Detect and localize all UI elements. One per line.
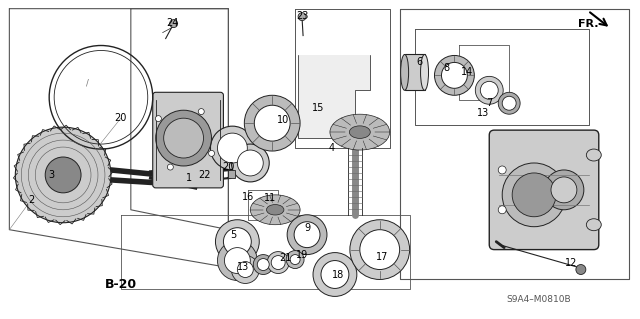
Text: 18: 18 (332, 271, 344, 280)
Circle shape (512, 173, 556, 217)
Circle shape (544, 170, 584, 210)
Circle shape (198, 108, 204, 115)
Circle shape (15, 127, 111, 223)
Text: 22: 22 (198, 170, 211, 180)
Ellipse shape (266, 204, 284, 215)
Ellipse shape (401, 55, 408, 90)
Text: 20: 20 (222, 162, 235, 172)
Circle shape (498, 92, 520, 114)
Circle shape (254, 105, 290, 141)
Text: 8: 8 (444, 63, 449, 73)
FancyBboxPatch shape (153, 92, 223, 188)
Text: 12: 12 (564, 257, 577, 268)
Circle shape (476, 76, 503, 104)
Circle shape (216, 220, 259, 263)
Circle shape (156, 115, 161, 122)
Circle shape (286, 251, 304, 269)
Circle shape (360, 230, 399, 270)
Text: 23: 23 (296, 11, 308, 21)
Circle shape (294, 222, 320, 248)
Text: 11: 11 (264, 193, 276, 203)
Text: 3: 3 (48, 170, 54, 180)
Text: 20: 20 (115, 113, 127, 123)
Ellipse shape (330, 114, 390, 150)
Circle shape (498, 206, 506, 214)
Circle shape (218, 241, 257, 280)
Circle shape (170, 19, 178, 27)
FancyBboxPatch shape (489, 130, 599, 249)
Text: 13: 13 (477, 108, 490, 118)
Circle shape (435, 56, 474, 95)
Circle shape (350, 220, 410, 279)
Text: 10: 10 (277, 115, 289, 125)
Circle shape (232, 144, 269, 182)
Circle shape (298, 13, 306, 21)
Circle shape (156, 110, 211, 166)
Circle shape (287, 215, 327, 255)
Circle shape (268, 252, 289, 273)
Text: /: / (86, 78, 89, 87)
Text: 21: 21 (279, 253, 291, 263)
Circle shape (232, 256, 259, 284)
Circle shape (502, 163, 566, 227)
Circle shape (225, 248, 250, 273)
Text: 15: 15 (312, 103, 324, 113)
Circle shape (576, 264, 586, 274)
Text: 5: 5 (230, 230, 237, 240)
Circle shape (551, 177, 577, 203)
Circle shape (167, 164, 173, 170)
Text: 13: 13 (237, 262, 250, 271)
Circle shape (218, 133, 247, 163)
Circle shape (209, 150, 214, 156)
Circle shape (290, 255, 300, 264)
Text: 6: 6 (417, 57, 422, 67)
Circle shape (498, 166, 506, 174)
Text: B-20: B-20 (105, 278, 137, 291)
Text: FR.: FR. (578, 19, 598, 29)
Circle shape (244, 95, 300, 151)
Text: 19: 19 (296, 249, 308, 260)
Bar (404, 55, 424, 90)
Polygon shape (298, 56, 370, 138)
Ellipse shape (349, 126, 371, 138)
Text: 17: 17 (376, 252, 388, 262)
Ellipse shape (586, 219, 601, 231)
Text: S9A4–M0810B: S9A4–M0810B (507, 295, 572, 304)
Bar (228, 170, 236, 178)
Circle shape (321, 261, 349, 288)
Text: 4: 4 (329, 143, 335, 153)
Ellipse shape (420, 55, 429, 90)
Text: 9: 9 (304, 223, 310, 233)
Circle shape (164, 118, 204, 158)
Circle shape (223, 228, 252, 256)
Circle shape (271, 256, 285, 270)
Text: 16: 16 (242, 192, 255, 202)
Circle shape (313, 253, 357, 296)
Ellipse shape (250, 195, 300, 225)
Circle shape (480, 81, 498, 99)
Text: 24: 24 (166, 18, 179, 28)
Circle shape (253, 255, 273, 274)
Text: 2: 2 (28, 195, 35, 205)
Circle shape (45, 157, 81, 193)
Circle shape (237, 150, 263, 176)
Circle shape (502, 96, 516, 110)
Ellipse shape (586, 149, 601, 161)
Circle shape (442, 63, 467, 88)
Circle shape (257, 259, 269, 271)
Circle shape (211, 126, 254, 170)
Circle shape (237, 262, 253, 278)
Text: 14: 14 (461, 67, 474, 78)
Text: 7: 7 (486, 98, 492, 108)
Text: 1: 1 (186, 173, 191, 183)
